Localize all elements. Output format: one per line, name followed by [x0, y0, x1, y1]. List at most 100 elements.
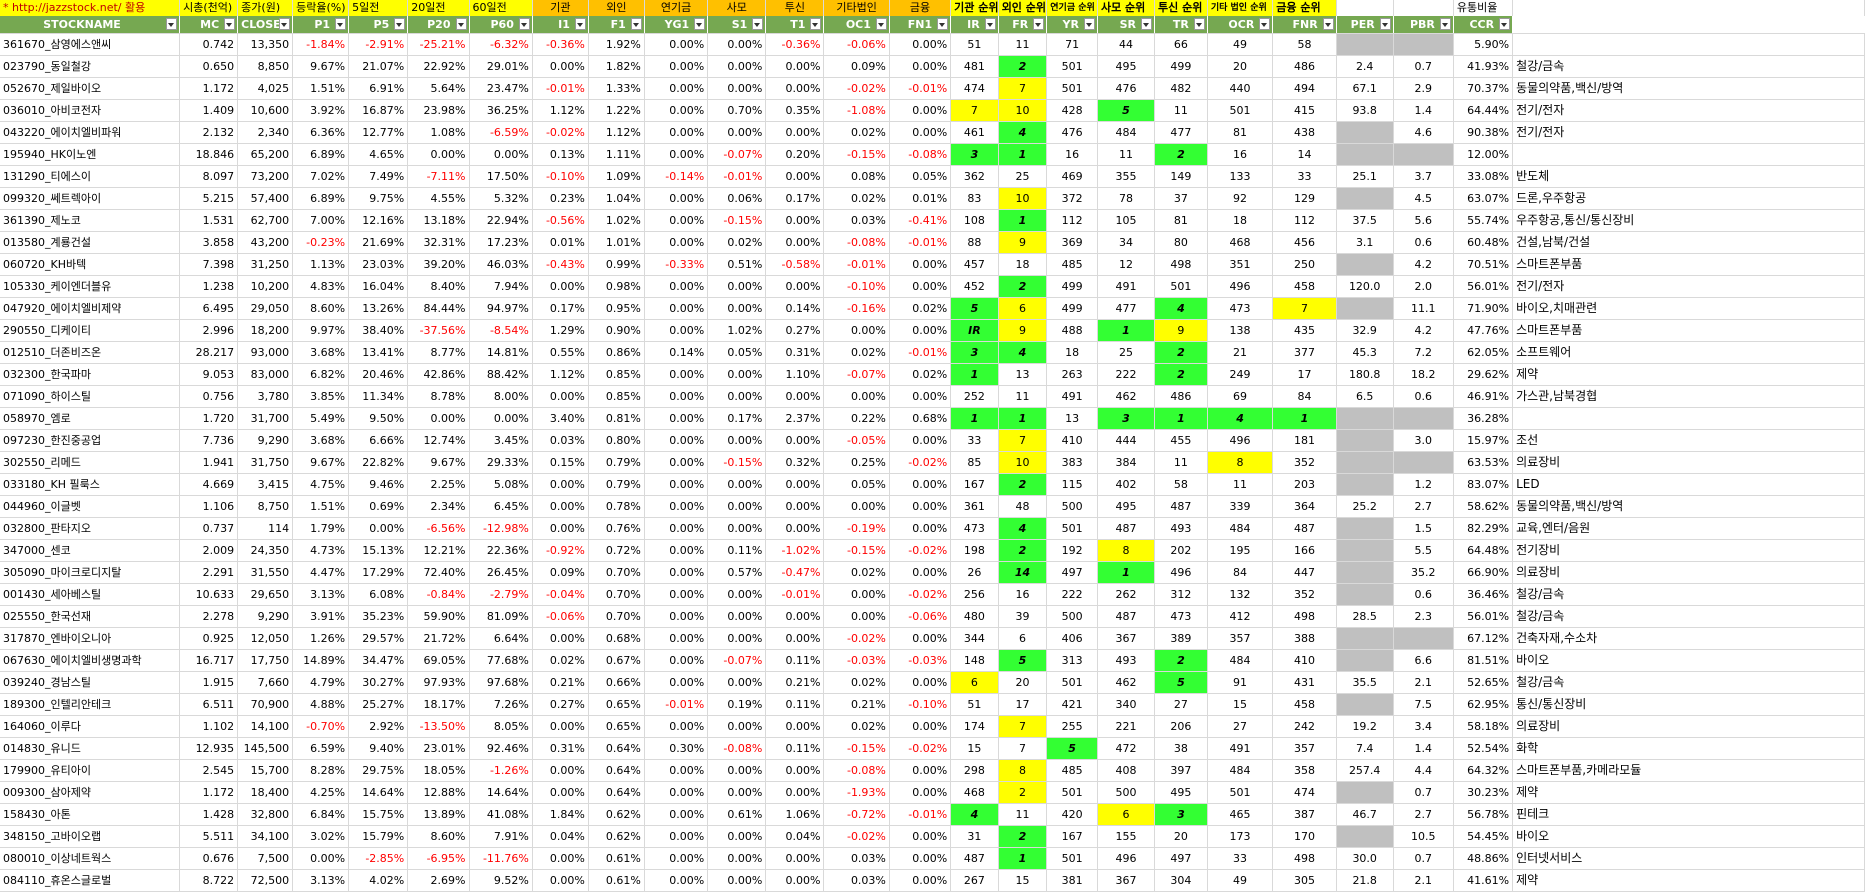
value-cell: 7.398	[179, 253, 239, 276]
rank-cell-yr: 381	[1046, 869, 1098, 892]
value-cell: 1.29%	[532, 319, 589, 342]
value-cell: 0.55%	[532, 341, 589, 364]
table-row: 039240_경남스틸 1.915 7,660 4.79% 30.27% 97.93% 97…	[0, 671, 1865, 694]
column-header-blank	[1512, 16, 1865, 34]
value-cell: 82.29%	[1453, 517, 1514, 540]
value-cell: 0.79%	[588, 473, 645, 496]
column-header-ir[interactable]: IR	[950, 16, 999, 34]
value-cell: 0.00%	[532, 495, 589, 518]
rank-cell-ocr: 132	[1207, 583, 1274, 606]
column-header-mc[interactable]: MC	[179, 16, 239, 34]
value-cell: 0.31%	[532, 737, 589, 760]
value-cell: 7,660	[237, 671, 294, 694]
value-cell: 3.92%	[292, 99, 350, 122]
value-cell: 8.60%	[292, 297, 350, 320]
column-header-fnr[interactable]: FNR	[1272, 16, 1337, 34]
value-cell: 0.00%	[889, 781, 952, 804]
rank-cell-sr: 34	[1097, 231, 1156, 254]
column-header-s1[interactable]: S1	[707, 16, 767, 34]
header-private-rank: 사모 순위	[1097, 0, 1156, 16]
value-cell: 3,415	[237, 473, 294, 496]
column-header-p1[interactable]: P1	[292, 16, 350, 34]
value-cell: 8.40%	[407, 275, 470, 298]
rank-cell-fr: 9	[998, 231, 1048, 254]
value-cell: 1.172	[179, 77, 239, 100]
value-cell: -6.95%	[407, 847, 470, 870]
rank-cell-tr: 58	[1154, 473, 1208, 496]
column-header-oc1[interactable]: OC1	[823, 16, 890, 34]
value-cell: -0.15%	[823, 143, 890, 166]
column-header-i1[interactable]: I1	[532, 16, 589, 34]
column-header-fn1[interactable]: FN1	[889, 16, 952, 34]
value-cell: 5.64%	[407, 77, 470, 100]
column-header-yg1[interactable]: YG1	[644, 16, 709, 34]
value-cell: 21.69%	[348, 231, 409, 254]
rank-cell-yr: 501	[1046, 55, 1098, 78]
value-cell: 1.531	[179, 209, 239, 232]
table-row: 012510_더존비즈온 28.217 93,000 3.68% 13.41% 8.77%…	[0, 341, 1865, 364]
column-header-p20[interactable]: P20	[407, 16, 470, 34]
value-cell: 8.05%	[469, 715, 533, 738]
table-row: 080010_이상네트웍스 0.676 7,500 0.00% -2.85% -6.95%…	[0, 847, 1865, 870]
value-cell: 6.64%	[469, 627, 533, 650]
value-cell: 34.47%	[348, 649, 409, 672]
column-header-tr[interactable]: TR	[1154, 16, 1208, 34]
rank-cell-sr: 222	[1097, 363, 1156, 386]
rank-cell-ir: 5	[950, 297, 999, 320]
stock-name-cell: 189300_인텔리안테크	[0, 693, 181, 716]
value-cell: 2.996	[179, 319, 239, 342]
stock-name-cell: 131290_티에스이	[0, 165, 181, 188]
column-header-f1[interactable]: F1	[588, 16, 645, 34]
column-header-close[interactable]: CLOSE	[237, 16, 294, 34]
column-header-per[interactable]: PER	[1336, 16, 1394, 34]
rank-cell-fnr: 1	[1272, 407, 1337, 430]
column-header-ocr[interactable]: OCR	[1207, 16, 1274, 34]
rank-cell-tr: 493	[1154, 517, 1208, 540]
per-cell: 46.7	[1336, 803, 1394, 826]
value-cell: 64.32%	[1453, 759, 1514, 782]
per-cell	[1336, 33, 1394, 56]
value-cell: 12.21%	[407, 539, 470, 562]
value-cell: 6.89%	[292, 187, 350, 210]
source-link[interactable]: * http://jazzstock.net/ 활용	[0, 0, 181, 16]
value-cell: 7.94%	[469, 275, 533, 298]
rank-cell-tr: 499	[1154, 55, 1208, 78]
rank-cell-ocr: 195	[1207, 539, 1274, 562]
value-cell: 0.70%	[588, 561, 645, 584]
value-cell: 52.54%	[1453, 737, 1514, 760]
rank-cell-fr: 4	[998, 121, 1048, 144]
value-cell: 2.132	[179, 121, 239, 144]
value-cell: 22.82%	[348, 451, 409, 474]
column-header-p60[interactable]: P60	[469, 16, 533, 34]
stock-name-cell: 014830_유니드	[0, 737, 181, 760]
value-cell: 0.01%	[889, 187, 952, 210]
value-cell: 0.00%	[765, 847, 825, 870]
column-header-ccr[interactable]: CCR	[1453, 16, 1514, 34]
value-cell: 0.00%	[644, 55, 709, 78]
rank-cell-ocr: 11	[1207, 473, 1274, 496]
column-header-sr[interactable]: SR	[1097, 16, 1156, 34]
column-header-t1[interactable]: T1	[765, 16, 825, 34]
rank-cell-yr: 410	[1046, 429, 1098, 452]
table-row: 067630_에이치엘비생명과학 16.717 17,750 14.89% 34.47%…	[0, 649, 1865, 672]
value-cell: 97.93%	[407, 671, 470, 694]
rank-cell-tr: 81	[1154, 209, 1208, 232]
value-cell: 15.79%	[348, 825, 409, 848]
rank-cell-ir: 7	[950, 99, 999, 122]
value-cell: 1.02%	[588, 209, 645, 232]
value-cell: -0.36%	[765, 33, 825, 56]
column-header-fr[interactable]: FR	[998, 16, 1048, 34]
industry-cell: 제약	[1512, 869, 1865, 892]
value-cell: -13.50%	[407, 715, 470, 738]
column-header-stockname[interactable]: STOCKNAME	[0, 16, 181, 34]
value-cell: 114	[237, 517, 294, 540]
pbr-cell: 5.6	[1393, 209, 1454, 232]
value-cell: -0.15%	[823, 737, 890, 760]
stock-name-cell: 290550_디케이티	[0, 319, 181, 342]
column-header-p5[interactable]: P5	[348, 16, 409, 34]
column-header-pbr[interactable]: PBR	[1393, 16, 1454, 34]
rank-cell-ir: 31	[950, 825, 999, 848]
rank-cell-yr: 499	[1046, 275, 1098, 298]
rank-cell-fr: 7	[998, 715, 1048, 738]
column-header-yr[interactable]: YR	[1046, 16, 1098, 34]
